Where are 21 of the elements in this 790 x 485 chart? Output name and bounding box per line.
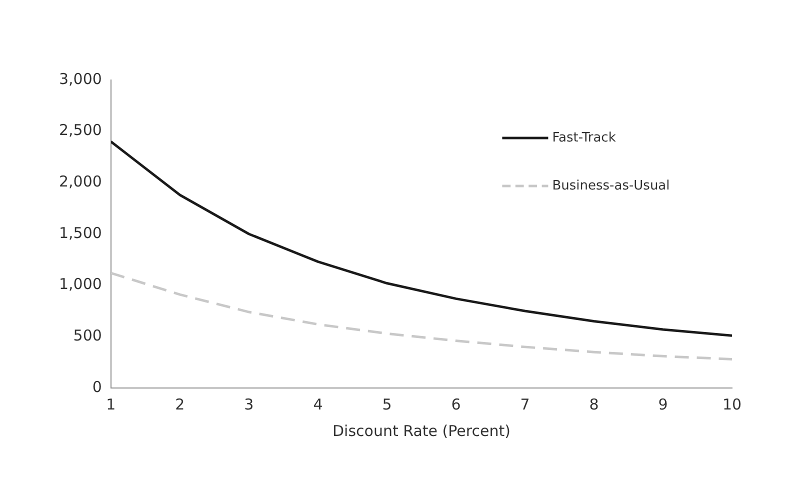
x-tick-label: 5 <box>382 395 392 414</box>
y-tick-label: 500 <box>73 326 102 345</box>
x-tick-label: 6 <box>451 395 461 414</box>
line-series <box>110 272 732 361</box>
legend-label: Business-as-Usual <box>552 178 670 194</box>
x-tick-label: 4 <box>313 395 323 414</box>
x-tick-label: 2 <box>175 395 185 414</box>
y-tick-label: 3,000 <box>58 70 102 88</box>
legend-label: Fast-Track <box>552 130 616 146</box>
x-tick-label: 10 <box>722 395 742 414</box>
y-tick-label: 1,000 <box>58 275 102 294</box>
x-tick-label: 7 <box>520 395 530 414</box>
y-tick-label: 0 <box>92 378 102 396</box>
x-tick-label: 9 <box>658 395 668 414</box>
y-tick-label: 2,000 <box>58 172 102 191</box>
x-axis-title: Discount Rate (Percent) <box>332 422 510 440</box>
x-tick-label: 1 <box>106 395 116 414</box>
x-tick-label: 8 <box>589 395 599 414</box>
y-tick-label: 2,500 <box>58 121 102 140</box>
x-tick-label: 3 <box>244 395 254 414</box>
y-tick-label: 1,500 <box>58 224 102 242</box>
